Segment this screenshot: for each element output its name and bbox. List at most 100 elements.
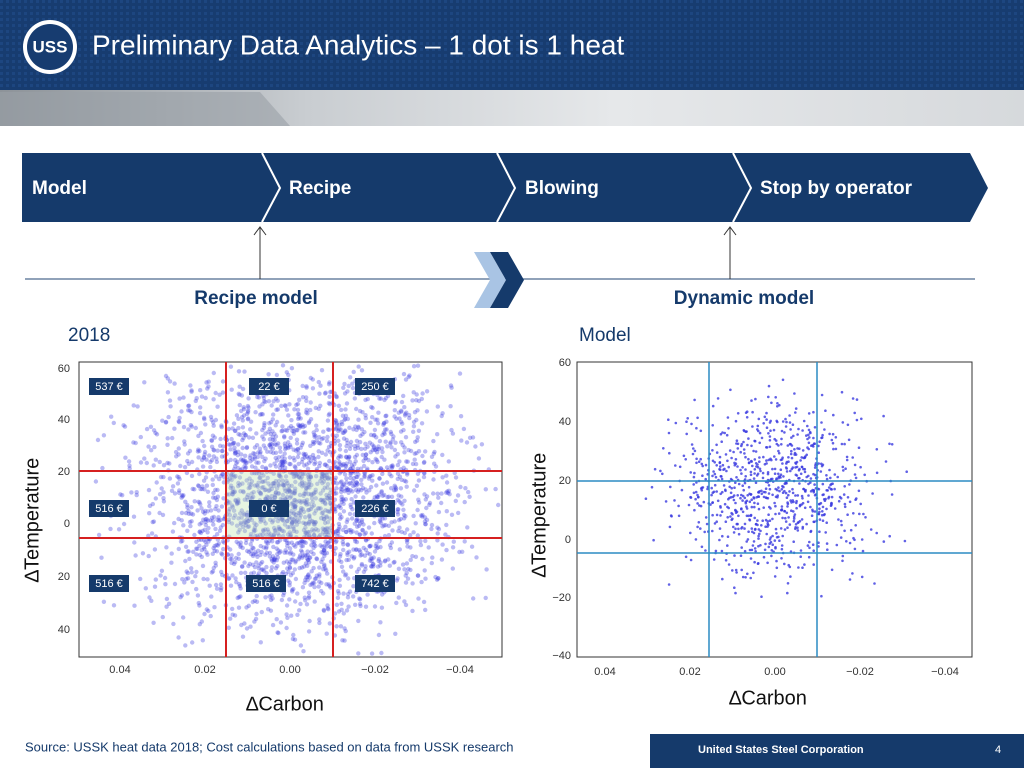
dot	[326, 382, 332, 387]
dot	[401, 465, 406, 470]
dot	[287, 488, 292, 493]
dot	[276, 525, 281, 530]
dot	[201, 538, 207, 543]
dot	[354, 547, 359, 552]
dot	[291, 543, 296, 548]
dot	[300, 456, 305, 462]
dot	[238, 511, 243, 516]
dot	[189, 570, 194, 575]
dot	[300, 383, 305, 389]
dot	[310, 527, 315, 532]
dot	[251, 570, 257, 575]
dot	[719, 514, 722, 517]
dot	[319, 450, 325, 455]
dot	[371, 433, 376, 438]
dot	[383, 558, 388, 563]
dot	[375, 545, 381, 550]
dot	[345, 440, 350, 446]
dot	[387, 472, 392, 477]
dot	[755, 496, 758, 499]
dot	[267, 426, 273, 431]
dot	[180, 577, 185, 582]
dot	[294, 473, 299, 478]
dot	[273, 450, 279, 455]
dot	[264, 532, 269, 537]
dot	[273, 492, 278, 498]
dot	[292, 488, 298, 494]
dot	[741, 499, 744, 502]
dot	[182, 439, 187, 444]
dot	[337, 443, 343, 448]
dot	[146, 553, 151, 559]
dot	[248, 548, 254, 553]
dot	[674, 464, 677, 467]
dot	[704, 477, 707, 481]
dot	[354, 518, 359, 523]
dot	[295, 446, 300, 452]
dot	[371, 562, 376, 567]
dot	[321, 608, 327, 613]
dot	[302, 423, 308, 429]
dot	[201, 478, 207, 483]
dot	[777, 472, 780, 476]
dot	[259, 559, 265, 565]
dot	[743, 549, 747, 553]
dot	[296, 510, 301, 516]
dot	[723, 431, 726, 435]
dot	[363, 487, 368, 492]
dot	[292, 506, 298, 511]
dot	[374, 546, 379, 551]
dot	[363, 567, 368, 572]
dot	[226, 625, 231, 630]
dot	[236, 605, 242, 610]
dot	[365, 444, 370, 449]
dot	[337, 427, 342, 432]
dot	[280, 424, 285, 429]
dot	[187, 408, 192, 413]
dot	[415, 573, 421, 578]
page-number: 4	[995, 744, 1001, 756]
dot	[293, 558, 298, 564]
dot	[185, 451, 191, 456]
dot	[260, 479, 266, 484]
dot	[210, 569, 216, 574]
dot	[339, 484, 345, 489]
dot	[370, 442, 375, 447]
dot	[321, 479, 327, 484]
dot	[396, 528, 401, 534]
dot	[359, 561, 365, 567]
dot	[829, 476, 832, 480]
dot	[216, 518, 222, 523]
dot	[692, 483, 695, 486]
dot	[320, 510, 326, 515]
dot	[340, 539, 345, 545]
dot	[882, 414, 885, 418]
dot	[337, 453, 342, 459]
dot	[687, 503, 691, 507]
dot	[260, 402, 265, 407]
dot	[226, 517, 232, 522]
dot	[229, 477, 234, 483]
dot	[431, 438, 436, 444]
dot	[290, 557, 295, 562]
dot	[257, 451, 263, 456]
dot	[258, 490, 263, 496]
dot	[752, 477, 756, 480]
dot	[767, 513, 770, 516]
dot	[334, 486, 339, 491]
dot	[334, 418, 339, 424]
dot	[338, 486, 343, 491]
dot	[744, 501, 748, 505]
dot	[218, 525, 223, 530]
dot	[669, 485, 672, 489]
dot	[447, 492, 452, 497]
dot	[378, 560, 383, 565]
dot	[297, 482, 303, 487]
dot	[352, 396, 357, 401]
dot	[746, 443, 749, 447]
dot	[348, 443, 353, 448]
dot	[163, 582, 168, 587]
dot	[752, 497, 756, 500]
dot	[349, 554, 354, 559]
dot	[355, 443, 360, 448]
